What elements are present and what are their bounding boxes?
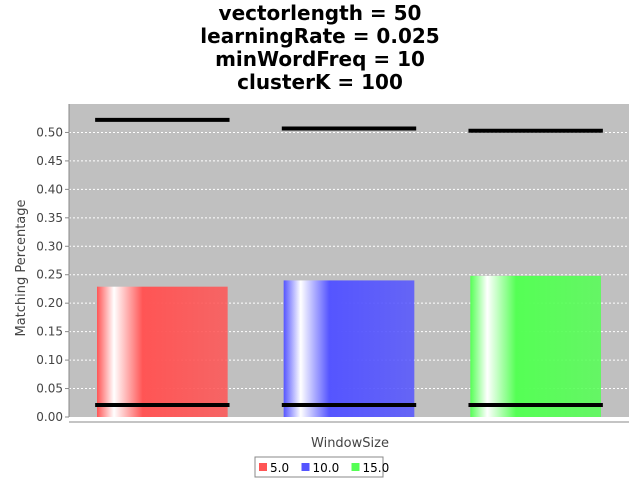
y-tick-label: 0.30 bbox=[36, 239, 63, 253]
y-tick-label: 0.50 bbox=[36, 125, 63, 139]
bar-5.0 bbox=[97, 286, 228, 417]
y-tick-label: 0.15 bbox=[36, 325, 63, 339]
y-tick-label: 0.20 bbox=[36, 296, 63, 310]
title-line-4: clusterK = 100 bbox=[237, 70, 403, 94]
y-axis-label: Matching Percentage bbox=[14, 199, 29, 336]
legend-label-5.0: 5.0 bbox=[270, 461, 289, 475]
title-line-2: learningRate = 0.025 bbox=[200, 24, 439, 48]
x-axis-label: WindowSize bbox=[311, 436, 389, 451]
bar-10.0 bbox=[283, 280, 415, 417]
y-tick-label: 0.35 bbox=[36, 211, 63, 225]
y-tick-label: 0.00 bbox=[36, 410, 63, 424]
legend-swatch-5.0 bbox=[259, 463, 267, 471]
title-line-1: vectorlength = 50 bbox=[219, 1, 422, 25]
legend: 5.0 10.0 15.0 bbox=[254, 456, 390, 478]
legend-swatch-10.0 bbox=[301, 463, 310, 471]
y-tick-label: 0.45 bbox=[36, 154, 63, 168]
bar-15.0 bbox=[470, 275, 601, 417]
chart-title: vectorlength = 50 learningRate = 0.025 m… bbox=[200, 1, 439, 94]
y-tick-label: 0.10 bbox=[36, 353, 63, 367]
legend-label-10.0: 10.0 bbox=[313, 461, 340, 475]
bars bbox=[97, 275, 601, 417]
y-tick-label: 0.05 bbox=[36, 382, 63, 396]
interval-markers bbox=[95, 117, 603, 408]
legend-label-15.0: 15.0 bbox=[363, 461, 390, 475]
y-tick-label: 0.40 bbox=[36, 182, 63, 196]
y-axis: 0.00 0.05 0.10 0.15 0.20 0.25 0.30 0.35 0.40 0.45… bbox=[36, 104, 70, 424]
y-tick-label: 0.25 bbox=[36, 268, 63, 282]
legend-swatch-15.0 bbox=[351, 463, 360, 471]
title-line-3: minWordFreq = 10 bbox=[215, 47, 425, 71]
legend-box bbox=[254, 456, 384, 478]
